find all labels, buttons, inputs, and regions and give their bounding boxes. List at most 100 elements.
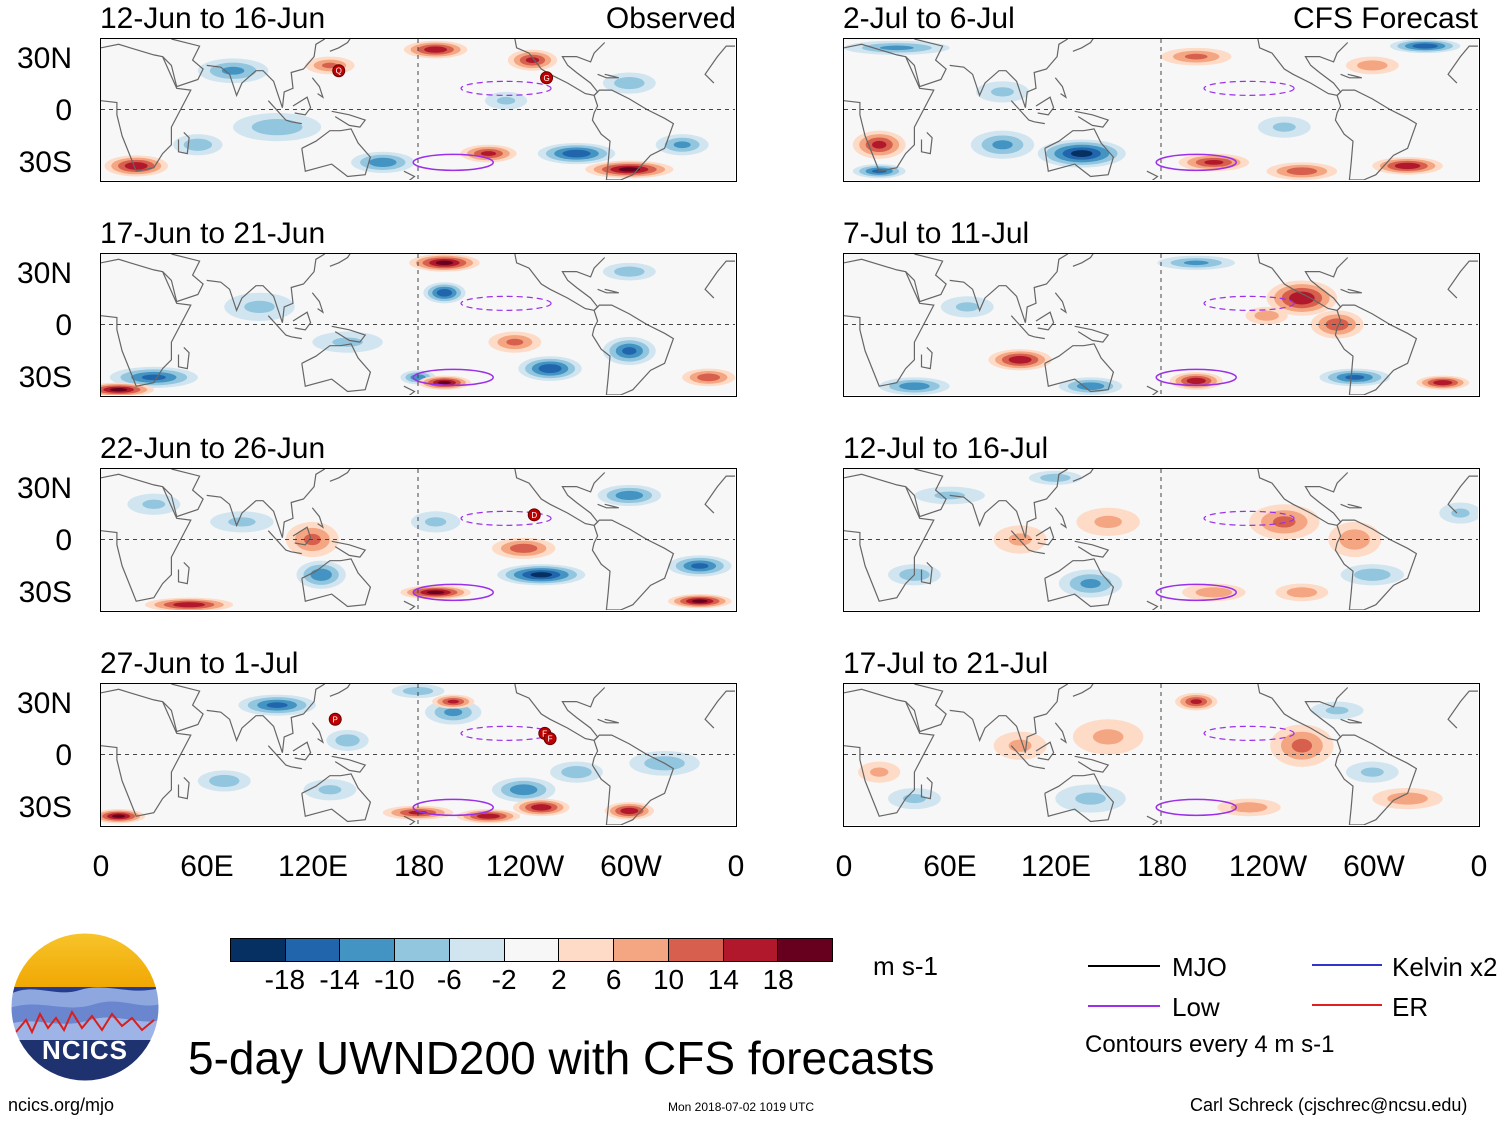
coastline (267, 100, 302, 125)
coastline (206, 469, 326, 538)
wind-anomaly-contour (691, 563, 709, 569)
wind-anomaly-contour (614, 266, 645, 277)
lon-label-120e: 120E (277, 850, 349, 883)
wind-anomaly-contour (228, 517, 256, 527)
map-panel-fc-1 (843, 38, 1480, 182)
wind-anomaly-contour (1040, 473, 1071, 482)
coastline (1334, 519, 1418, 610)
footer-author: Carl Schreck (cjschrec@ncsu.edu) (1190, 1095, 1468, 1115)
lat-label-30s: 30S (18, 146, 72, 179)
lat-label-30s: 30S (18, 361, 72, 394)
coastline (1035, 96, 1055, 116)
wind-anomaly-contour (142, 499, 166, 509)
coastline (206, 254, 326, 323)
legend-line-kelvin (1312, 964, 1382, 966)
coastline (329, 684, 351, 697)
tropical-cyclone-marker: P (328, 712, 342, 726)
lon-label-60w: 60W (1343, 850, 1405, 883)
wind-anomaly-contour (209, 774, 240, 788)
coastline (844, 688, 935, 817)
coastline (267, 745, 302, 770)
coastline (311, 292, 325, 314)
coastline (403, 385, 416, 395)
wind-anomaly-contour (531, 804, 552, 811)
lat-label-eq: 0 (55, 94, 72, 127)
coastline (101, 258, 192, 387)
wind-anomaly-contour (692, 599, 708, 603)
wind-anomaly-contour (496, 96, 516, 105)
coastline (329, 254, 351, 267)
coastline (301, 773, 372, 823)
lat-label-30s: 30S (18, 791, 72, 824)
coastline (949, 684, 1069, 753)
wind-anomaly-contour (476, 813, 500, 819)
lat-label-eq: 0 (55, 739, 72, 772)
coastline (844, 473, 935, 602)
wind-anomaly-contour (369, 157, 397, 167)
coastline (1072, 469, 1094, 482)
wind-anomaly-contour (1286, 167, 1318, 176)
wind-anomaly-contour (673, 141, 691, 149)
colorbar-tick-label: -6 (436, 964, 462, 995)
wind-anomaly-contour (530, 572, 553, 578)
wind-anomaly-contour (1094, 515, 1122, 528)
wind-anomaly-contour (141, 374, 166, 381)
coastline (704, 45, 735, 84)
coastline (905, 39, 947, 88)
wind-anomaly-contour (1076, 382, 1105, 391)
coastline (1340, 503, 1362, 509)
coastline (1044, 558, 1115, 608)
lon-label-120e: 120E (1020, 850, 1092, 883)
wind-anomaly-contour (899, 382, 930, 391)
wind-anomaly-contour (1272, 122, 1296, 132)
lon-label-0: 0 (92, 850, 110, 883)
wind-anomaly-contour (124, 162, 148, 170)
wind-anomaly-contour (447, 699, 459, 704)
coastline (1044, 773, 1115, 823)
colorbar-tick-label: -2 (491, 964, 517, 995)
panel-title-fc-1: 2-Jul to 6-Jul (843, 2, 1015, 35)
wind-anomaly-contour (1357, 60, 1388, 71)
coastline (101, 473, 192, 602)
colorbar-tick-label: -10 (374, 964, 415, 995)
coastline (403, 815, 416, 825)
wind-anomaly-contour (266, 702, 288, 709)
coastline (403, 170, 416, 180)
wind-anomaly-contour (1204, 159, 1224, 165)
coastline (292, 311, 312, 331)
wind-anomaly-contour (991, 87, 1014, 97)
coastline (949, 39, 1069, 108)
lon-label-360: 0 (727, 850, 745, 883)
legend-line-er (1312, 1004, 1382, 1006)
wind-anomaly-contour (435, 260, 454, 265)
panel-title-obs-2: 17-Jun to 21-Jun (100, 217, 326, 250)
wind-anomaly-contour (1387, 792, 1428, 805)
coastline (177, 346, 190, 370)
coastline (301, 558, 372, 608)
wind-anomaly-contour (1070, 150, 1093, 158)
wind-anomaly-contour (402, 686, 434, 696)
wind-anomaly-contour (934, 491, 965, 500)
colorbar-tick-label: -14 (319, 964, 360, 995)
coastline (162, 254, 204, 303)
coastline (329, 39, 351, 52)
low-freq-contour (412, 798, 494, 817)
tropical-cyclone-label: F (548, 735, 553, 744)
coastline (1054, 77, 1068, 99)
wind-anomaly-contour (332, 337, 363, 347)
legend-label-mjo: MJO (1172, 952, 1227, 982)
coastline (920, 131, 933, 155)
wind-anomaly-contour (1394, 162, 1421, 170)
tropical-cyclone-marker: D (527, 508, 541, 522)
colorbar-swatch (722, 939, 778, 961)
legend-line-low (1088, 1005, 1160, 1007)
lon-label-360: 0 (1470, 850, 1488, 883)
coastline (1044, 128, 1115, 178)
wind-anomaly-contour (1289, 291, 1315, 305)
coastline (1035, 526, 1055, 546)
low-freq-contour-negative (460, 510, 552, 526)
wind-anomaly-contour (112, 814, 126, 818)
lon-label-60e: 60E (180, 850, 234, 883)
coastline (311, 77, 325, 99)
